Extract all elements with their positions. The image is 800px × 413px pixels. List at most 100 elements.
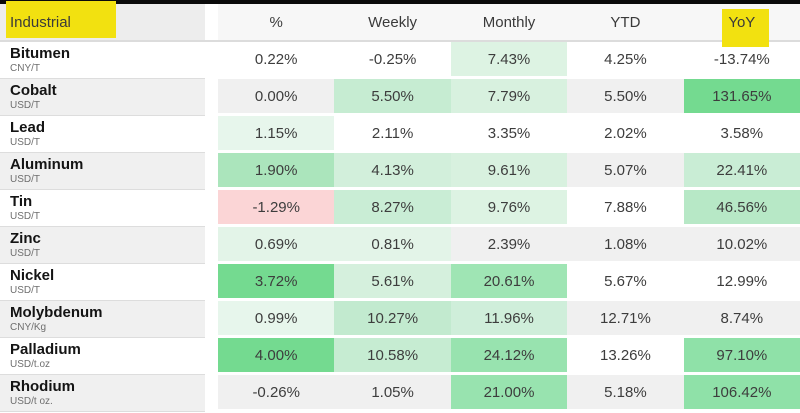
value-cell-ytd: 5.67% bbox=[567, 264, 684, 301]
value-cell-ytd: 13.26% bbox=[567, 338, 684, 375]
value-cell-monthly: 3.35% bbox=[450, 116, 568, 153]
value-cell-percent: 1.90% bbox=[218, 153, 335, 190]
column-header-label: YTD bbox=[610, 13, 641, 31]
column-header-label: YoY bbox=[728, 13, 756, 31]
value-cell-weekly: 2.11% bbox=[334, 116, 451, 153]
table-row: Rhodium USD/t oz. -0.26% 1.05% 21.00% 5.18% 10… bbox=[0, 375, 800, 412]
value-cell-ytd: 12.71% bbox=[567, 301, 684, 338]
value-cell-monthly: 20.61% bbox=[450, 264, 568, 301]
commodity-name: Lead bbox=[10, 119, 46, 136]
value-cell-weekly: -0.25% bbox=[334, 42, 451, 79]
gutter bbox=[205, 227, 218, 264]
commodity-unit: USD/T bbox=[10, 137, 40, 148]
value-cell-percent: 0.69% bbox=[218, 227, 335, 264]
table-row: Molybdenum CNY/Kg 0.99% 10.27% 11.96% 12.71% 8… bbox=[0, 301, 800, 338]
row-label: Tin USD/T bbox=[0, 190, 205, 227]
value-cell-monthly: 7.79% bbox=[450, 79, 568, 116]
commodity-unit: USD/T bbox=[10, 174, 40, 185]
value-cell-yoy: 3.58% bbox=[683, 116, 800, 153]
commodity-unit: CNY/Kg bbox=[10, 322, 47, 333]
commodity-name: Cobalt bbox=[10, 82, 57, 99]
value-cell-ytd: 5.07% bbox=[567, 153, 684, 190]
row-label: Lead USD/T bbox=[0, 116, 205, 153]
table-row: Cobalt USD/T 0.00% 5.50% 7.79% 5.50% 131.65% bbox=[0, 79, 800, 116]
yellow-highlight-yoy bbox=[721, 9, 769, 47]
value-cell-yoy: 22.41% bbox=[683, 153, 800, 190]
commodity-unit: USD/T bbox=[10, 100, 40, 111]
commodity-name: Nickel bbox=[10, 267, 55, 284]
value-cell-yoy: -13.74% bbox=[683, 42, 800, 79]
row-label: Nickel USD/T bbox=[0, 264, 205, 301]
gutter bbox=[205, 42, 218, 79]
table-row: Lead USD/T 1.15% 2.11% 3.35% 2.02% 3.58% bbox=[0, 116, 800, 153]
gutter bbox=[205, 79, 218, 116]
commodity-name: Palladium bbox=[10, 341, 81, 358]
column-header-category[interactable]: Industrial bbox=[0, 1, 205, 40]
commodity-unit: USD/t oz. bbox=[10, 396, 53, 407]
commodity-name: Tin bbox=[10, 193, 33, 210]
value-cell-monthly: 21.00% bbox=[450, 375, 568, 412]
category-label: Industrial bbox=[10, 13, 71, 31]
row-label: Bitumen CNY/T bbox=[0, 42, 205, 79]
row-label: Palladium USD/t.oz bbox=[0, 338, 205, 375]
commodity-unit: USD/T bbox=[10, 248, 40, 259]
commodity-unit: USD/T bbox=[10, 285, 40, 296]
column-header-percent[interactable]: % bbox=[218, 4, 335, 40]
value-cell-ytd: 4.25% bbox=[567, 42, 684, 79]
table-body: Bitumen CNY/T 0.22% -0.25% 7.43% 4.25% -13.74%… bbox=[0, 42, 800, 412]
gutter bbox=[205, 116, 218, 153]
value-cell-weekly: 10.58% bbox=[334, 338, 451, 375]
value-cell-percent: 3.72% bbox=[218, 264, 335, 301]
value-cell-yoy: 46.56% bbox=[683, 190, 800, 227]
table-row: Tin USD/T -1.29% 8.27% 9.76% 7.88% 46.56% bbox=[0, 190, 800, 227]
value-cell-monthly: 2.39% bbox=[450, 227, 568, 264]
commodity-unit: USD/T bbox=[10, 211, 40, 222]
row-label: Zinc USD/T bbox=[0, 227, 205, 264]
column-header-label: Monthly bbox=[482, 13, 536, 31]
commodity-name: Molybdenum bbox=[10, 304, 103, 321]
value-cell-percent: 0.22% bbox=[218, 42, 335, 79]
table-row: Palladium USD/t.oz 4.00% 10.58% 24.12% 13.26%… bbox=[0, 338, 800, 375]
value-cell-yoy: 10.02% bbox=[683, 227, 800, 264]
value-cell-percent: -1.29% bbox=[218, 190, 335, 227]
value-cell-monthly: 7.43% bbox=[450, 42, 568, 79]
value-cell-yoy: 12.99% bbox=[683, 264, 800, 301]
commodity-name: Bitumen bbox=[10, 45, 70, 62]
value-cell-weekly: 0.81% bbox=[334, 227, 451, 264]
gutter bbox=[205, 190, 218, 227]
value-cell-ytd: 7.88% bbox=[567, 190, 684, 227]
gutter bbox=[205, 375, 218, 412]
value-cell-weekly: 10.27% bbox=[334, 301, 451, 338]
value-cell-weekly: 5.50% bbox=[334, 79, 451, 116]
value-cell-monthly: 9.61% bbox=[450, 153, 568, 190]
column-header-label: % bbox=[269, 13, 283, 31]
commodity-name: Aluminum bbox=[10, 156, 84, 173]
gutter bbox=[205, 301, 218, 338]
column-header-label: Weekly bbox=[368, 13, 418, 31]
table-row: Nickel USD/T 3.72% 5.61% 20.61% 5.67% 12.99% bbox=[0, 264, 800, 301]
top-border bbox=[0, 0, 800, 4]
value-cell-weekly: 4.13% bbox=[334, 153, 451, 190]
value-cell-ytd: 5.18% bbox=[567, 375, 684, 412]
value-cell-ytd: 2.02% bbox=[567, 116, 684, 153]
table-row: Bitumen CNY/T 0.22% -0.25% 7.43% 4.25% -13.74% bbox=[0, 42, 800, 79]
commodity-unit: USD/t.oz bbox=[10, 359, 51, 370]
column-header-ytd[interactable]: YTD bbox=[567, 4, 684, 40]
row-label: Rhodium USD/t oz. bbox=[0, 375, 205, 412]
value-cell-ytd: 5.50% bbox=[567, 79, 684, 116]
value-cell-weekly: 1.05% bbox=[334, 375, 451, 412]
row-label: Molybdenum CNY/Kg bbox=[0, 301, 205, 338]
commodity-unit: CNY/T bbox=[10, 63, 40, 74]
value-cell-weekly: 8.27% bbox=[334, 190, 451, 227]
gutter bbox=[205, 153, 218, 190]
column-header-monthly[interactable]: Monthly bbox=[450, 4, 568, 40]
value-cell-yoy: 8.74% bbox=[683, 301, 800, 338]
column-header-yoy[interactable]: YoY bbox=[683, 4, 800, 47]
gutter bbox=[205, 338, 218, 375]
column-header-weekly[interactable]: Weekly bbox=[334, 4, 451, 40]
table-row: Zinc USD/T 0.69% 0.81% 2.39% 1.08% 10.02% bbox=[0, 227, 800, 264]
yellow-highlight-industrial bbox=[6, 1, 116, 38]
commodity-name: Zinc bbox=[10, 230, 41, 247]
value-cell-percent: 0.99% bbox=[218, 301, 335, 338]
